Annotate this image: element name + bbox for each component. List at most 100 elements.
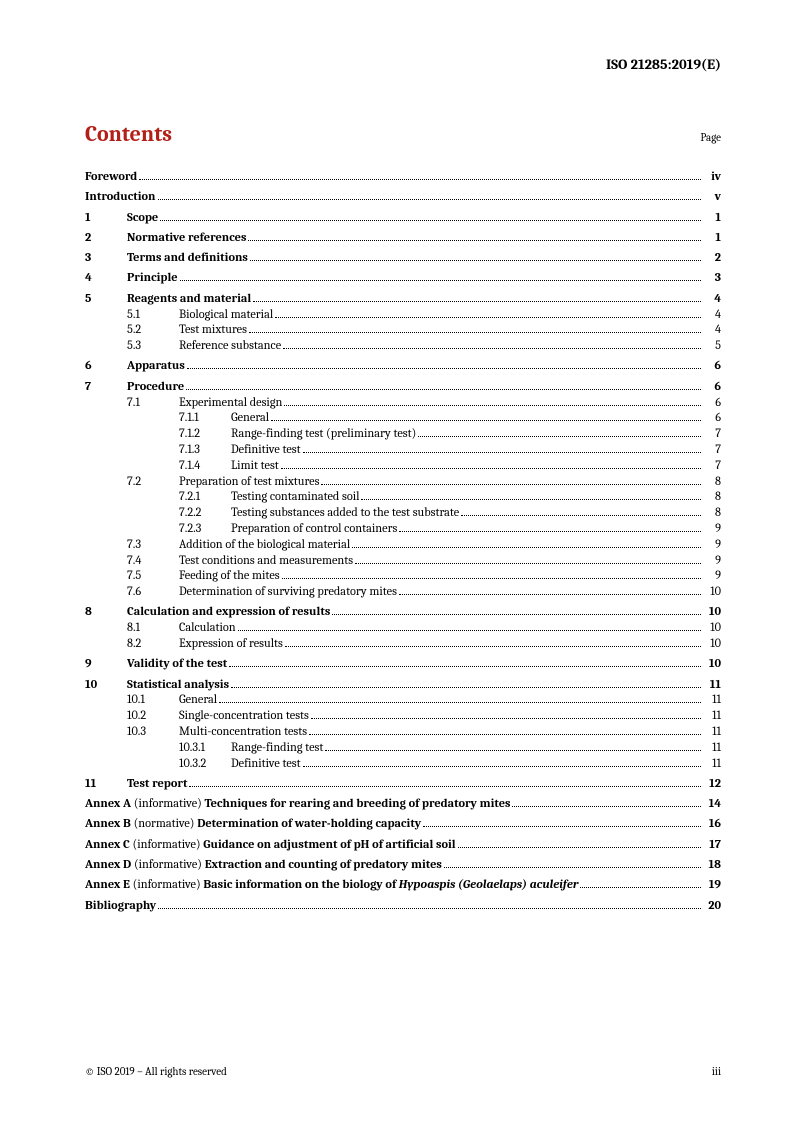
toc-row: 9Validity of the test10 xyxy=(85,658,721,670)
toc-text: Bibliography xyxy=(85,900,156,912)
toc-text: Foreword xyxy=(85,171,137,183)
toc-number: 3 xyxy=(85,252,127,264)
toc-text: Range-finding test (preliminary test) xyxy=(231,428,416,440)
toc-page: 12 xyxy=(703,778,721,790)
leader xyxy=(250,253,701,262)
toc-page: 6 xyxy=(703,412,721,424)
toc-text: Testing substances added to the test sub… xyxy=(231,507,459,519)
leader xyxy=(303,444,701,453)
leader xyxy=(399,587,701,596)
toc-text: Annex C (informative) Guidance on adjust… xyxy=(85,839,456,851)
toc-text: Annex B (normative) Determination of wat… xyxy=(85,818,421,830)
toc-page: 11 xyxy=(703,758,721,770)
leader xyxy=(325,742,701,751)
toc-page: 11 xyxy=(703,742,721,754)
toc-row: 11Test report12 xyxy=(85,778,721,790)
toc-row: 8.1Calculation10 xyxy=(85,622,721,634)
leader xyxy=(238,623,701,632)
toc-row: 4Principle3 xyxy=(85,272,721,284)
toc-row: 7.3Addition of the biological material9 xyxy=(85,539,721,551)
toc-row: 8.2Expression of results10 xyxy=(85,638,721,650)
toc-row: 10.3.1Range-finding test11 xyxy=(85,742,721,754)
leader xyxy=(253,293,701,302)
toc-row: Annex B (normative) Determination of wat… xyxy=(85,818,721,830)
toc-text: Annex E (informative) Basic information … xyxy=(85,879,578,891)
copyright: © ISO 2019 – All rights reserved xyxy=(85,1065,227,1078)
toc-number: 7.2.1 xyxy=(179,491,231,503)
toc-text: Calculation xyxy=(179,622,236,634)
toc-row: 7.2.2Testing substances added to the tes… xyxy=(85,507,721,519)
toc-row: 7.5Feeding of the mites9 xyxy=(85,570,721,582)
toc-text: Test conditions and measurements xyxy=(179,555,353,567)
toc-number: 9 xyxy=(85,658,127,670)
toc-page: v xyxy=(703,191,721,203)
toc-row: 5.1Biological material 4 xyxy=(85,309,721,321)
toc-row: Annex A (informative) Techniques for rea… xyxy=(85,798,721,810)
toc-page: 1 xyxy=(703,232,721,244)
page-label: Page xyxy=(700,131,721,144)
toc-page: 7 xyxy=(703,428,721,440)
toc-page: 7 xyxy=(703,444,721,456)
toc-row: 5.3Reference substance5 xyxy=(85,340,721,352)
toc-text: Principle xyxy=(127,272,178,284)
leader xyxy=(249,325,701,334)
toc-number: 5.1 xyxy=(127,309,179,321)
table-of-contents: ForewordivIntroductionv1Scope12Normative… xyxy=(85,171,721,912)
toc-page: 10 xyxy=(703,586,721,598)
toc-row: Annex E (informative) Basic information … xyxy=(85,879,721,891)
toc-number: 7.2.2 xyxy=(179,507,231,519)
toc-row: Annex D (informative) Extraction and cou… xyxy=(85,859,721,871)
toc-row: 5.2Test mixtures4 xyxy=(85,324,721,336)
toc-page: 1 xyxy=(703,212,721,224)
toc-row: 7Procedure6 xyxy=(85,381,721,393)
toc-row: 2Normative references1 xyxy=(85,232,721,244)
toc-row: 7.2.3Preparation of control containers9 xyxy=(85,523,721,535)
leader xyxy=(285,638,701,647)
toc-row: 8Calculation and expression of results10 xyxy=(85,606,721,618)
toc-number: 7.1.2 xyxy=(179,428,231,440)
toc-text: Procedure xyxy=(127,381,184,393)
toc-text: Calculation and expression of results xyxy=(127,606,330,618)
toc-page: 10 xyxy=(703,638,721,650)
leader xyxy=(282,571,701,580)
toc-text: Statistical analysis xyxy=(127,679,229,691)
toc-text: Single-concentration tests xyxy=(179,710,309,722)
toc-number: 10.3 xyxy=(127,726,179,738)
toc-text: Scope xyxy=(127,212,158,224)
toc-row: 7.2.1Testing contaminated soil8 xyxy=(85,491,721,503)
leader xyxy=(187,361,701,370)
toc-text: Test report xyxy=(127,778,187,790)
toc-number: 7.5 xyxy=(127,570,179,582)
leader xyxy=(321,476,701,485)
toc-text: Expression of results xyxy=(179,638,283,650)
toc-text: Definitive test xyxy=(231,758,301,770)
toc-text: Definitive test xyxy=(231,444,301,456)
toc-text: Normative references xyxy=(127,232,246,244)
toc-text: General xyxy=(179,694,217,706)
toc-text: Introduction xyxy=(85,191,156,203)
toc-row: 7.6Determination of surviving predatory … xyxy=(85,586,721,598)
toc-page: 11 xyxy=(703,710,721,722)
leader xyxy=(512,799,701,808)
toc-row: Annex C (informative) Guidance on adjust… xyxy=(85,839,721,851)
toc-page: 3 xyxy=(703,272,721,284)
toc-page: 17 xyxy=(703,839,721,851)
leader xyxy=(332,607,701,616)
toc-text: Reagents and material xyxy=(127,293,251,305)
toc-row: 7.1Experimental design6 xyxy=(85,397,721,409)
toc-row: 7.1.2Range-finding test (preliminary tes… xyxy=(85,428,721,440)
toc-page: 9 xyxy=(703,523,721,535)
toc-text: Range-finding test xyxy=(231,742,323,754)
toc-text: Biological material xyxy=(179,309,273,321)
toc-page: 4 xyxy=(703,309,721,321)
leader xyxy=(271,413,701,422)
leader xyxy=(189,778,701,787)
toc-page: 4 xyxy=(703,293,721,305)
toc-text: Addition of the biological material xyxy=(179,539,350,551)
toc-page: 4 xyxy=(703,324,721,336)
toc-number: 5.3 xyxy=(127,340,179,352)
leader xyxy=(160,212,701,221)
toc-number: 1 xyxy=(85,212,127,224)
toc-number: 8 xyxy=(85,606,127,618)
toc-page: 14 xyxy=(703,798,721,810)
